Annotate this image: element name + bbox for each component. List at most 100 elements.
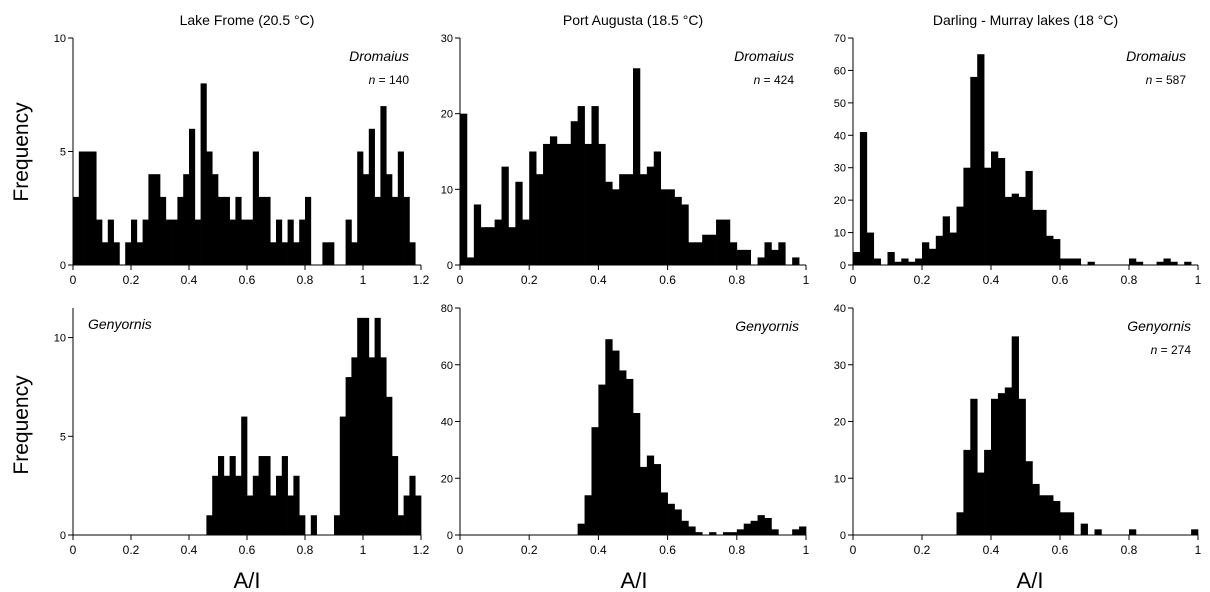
histogram-bar-9 — [633, 412, 641, 535]
histogram-bar-17 — [570, 121, 578, 265]
histogram-bar-5 — [984, 449, 992, 536]
x-tick-label: 0.2 — [123, 273, 140, 287]
y-tick-label: 5 — [60, 431, 66, 443]
histogram-bar-35 — [695, 242, 703, 265]
histogram-bar-11 — [646, 455, 655, 535]
x-tick-label: 1 — [360, 543, 367, 557]
histogram-bar-43 — [757, 257, 765, 265]
histogram-bar-5 — [887, 252, 895, 265]
histogram-bar-48 — [374, 196, 381, 265]
histogram-bar-2 — [859, 132, 868, 265]
histogram-bar-13 — [148, 174, 155, 265]
x-tick-label: 1.2 — [413, 273, 430, 287]
histogram-bar-16 — [563, 143, 572, 265]
x-tick-label: 0.4 — [181, 543, 198, 557]
sample-size-label: n = 274 — [1151, 343, 1192, 357]
y-tick-label: 40 — [834, 130, 846, 142]
histogram-bar-29 — [1053, 239, 1061, 265]
taxon-label: Dromaius — [734, 48, 794, 64]
histogram-bar-25 — [1025, 170, 1033, 265]
histogram-bar-47 — [792, 257, 800, 265]
histogram-bar-13 — [543, 143, 551, 265]
histogram-bar-39 — [722, 219, 731, 265]
histogram-bar-27 — [380, 357, 387, 535]
y-tick-label: 10 — [834, 473, 846, 485]
histogram-bar-33 — [681, 204, 689, 265]
histogram-bar-42 — [328, 242, 335, 265]
histogram-bar-9 — [125, 242, 132, 265]
histogram-bar-29 — [392, 456, 399, 535]
histogram-bar-16 — [963, 167, 971, 265]
x-tick-label: 0.6 — [1052, 543, 1069, 557]
x-tick-label: 1 — [1195, 273, 1202, 287]
col-1-xlabel: A/I — [234, 568, 261, 592]
histogram-bar-10 — [131, 219, 138, 265]
histogram-bar-44 — [351, 242, 358, 265]
histogram-bar-30 — [397, 515, 404, 535]
histogram-bar-32 — [409, 475, 416, 535]
y-tick-label: 50 — [834, 98, 846, 110]
histogram-bar-25 — [626, 174, 634, 265]
histogram-bar-16 — [293, 475, 300, 535]
histogram-bar-21 — [997, 157, 1006, 265]
y-tick-label: 0 — [840, 260, 846, 272]
histogram-bar-18 — [1080, 523, 1088, 535]
histogram-bar-11 — [136, 242, 143, 265]
histogram-bar-29 — [653, 151, 662, 265]
histogram-bar-6 — [894, 261, 902, 265]
panel-title: Lake Frome (20.5 °C) — [180, 12, 315, 28]
histogram-bar-1 — [956, 512, 964, 535]
histogram-bar-18 — [577, 106, 585, 265]
histogram-bar-28 — [1046, 235, 1054, 265]
histogram-bar-21 — [194, 219, 201, 265]
panel-4: 0 0.2 0.4 0.6 0.8 1 1.2 0 5 10 Genyornis — [54, 308, 430, 557]
x-tick-label: 0 — [457, 543, 464, 557]
histogram-bar-9 — [915, 258, 923, 265]
histogram-bar-45 — [357, 151, 364, 265]
y-tick-label: 0 — [840, 530, 846, 542]
histogram-bar-8 — [247, 495, 254, 535]
x-tick-label: 1 — [803, 543, 810, 557]
histogram-bar-26 — [1032, 209, 1040, 265]
histogram-bar-35 — [1135, 261, 1144, 265]
histogram-bar-20 — [722, 532, 731, 535]
histogram-bar-21 — [345, 377, 352, 535]
sample-size-symbol: n — [369, 73, 376, 87]
histogram-bar-10 — [258, 456, 265, 535]
y-tick-label: 30 — [441, 33, 453, 45]
histogram-bar-46 — [363, 174, 370, 265]
histogram-bar-52 — [397, 151, 404, 265]
histogram-bar-19 — [334, 515, 341, 535]
x-tick-label: 0.4 — [983, 543, 1000, 557]
histogram-bar-31 — [252, 151, 259, 265]
histogram-bar-12 — [1032, 483, 1040, 535]
histogram-bar-4 — [598, 384, 606, 535]
histogram-bar-30 — [660, 189, 668, 265]
sample-size-value: = 274 — [1161, 343, 1192, 357]
histogram-bar-22 — [1004, 196, 1013, 265]
histogram-bar-50 — [386, 174, 393, 265]
y-tick-label: 0 — [60, 260, 66, 272]
histogram-bar-12 — [653, 464, 662, 535]
histogram-bar-24 — [750, 520, 758, 535]
histogram-bar-20 — [189, 128, 196, 265]
histogram-bar-37 — [287, 219, 294, 265]
histogram-bar-7 — [619, 370, 627, 535]
histogram-bar-14 — [667, 503, 675, 535]
histogram-bar-6 — [991, 398, 999, 535]
histogram-bar-11 — [928, 248, 937, 265]
histogram-bar-8 — [908, 261, 916, 265]
histogram-bar-22 — [200, 83, 207, 266]
histogram-bar-4 — [873, 258, 881, 265]
histogram-bar-10 — [522, 219, 530, 265]
x-tick-label: 0.6 — [239, 273, 256, 287]
x-tick-label: 0.2 — [914, 543, 931, 557]
histogram-bar-10 — [639, 466, 648, 535]
histogram-bar-36 — [1156, 261, 1164, 265]
histogram-bar-24 — [619, 174, 627, 265]
histogram-bar-45 — [771, 249, 779, 265]
histogram-bar-29 — [799, 526, 807, 535]
histogram-bar-38 — [293, 242, 300, 265]
histogram-bar-20 — [1129, 529, 1137, 535]
